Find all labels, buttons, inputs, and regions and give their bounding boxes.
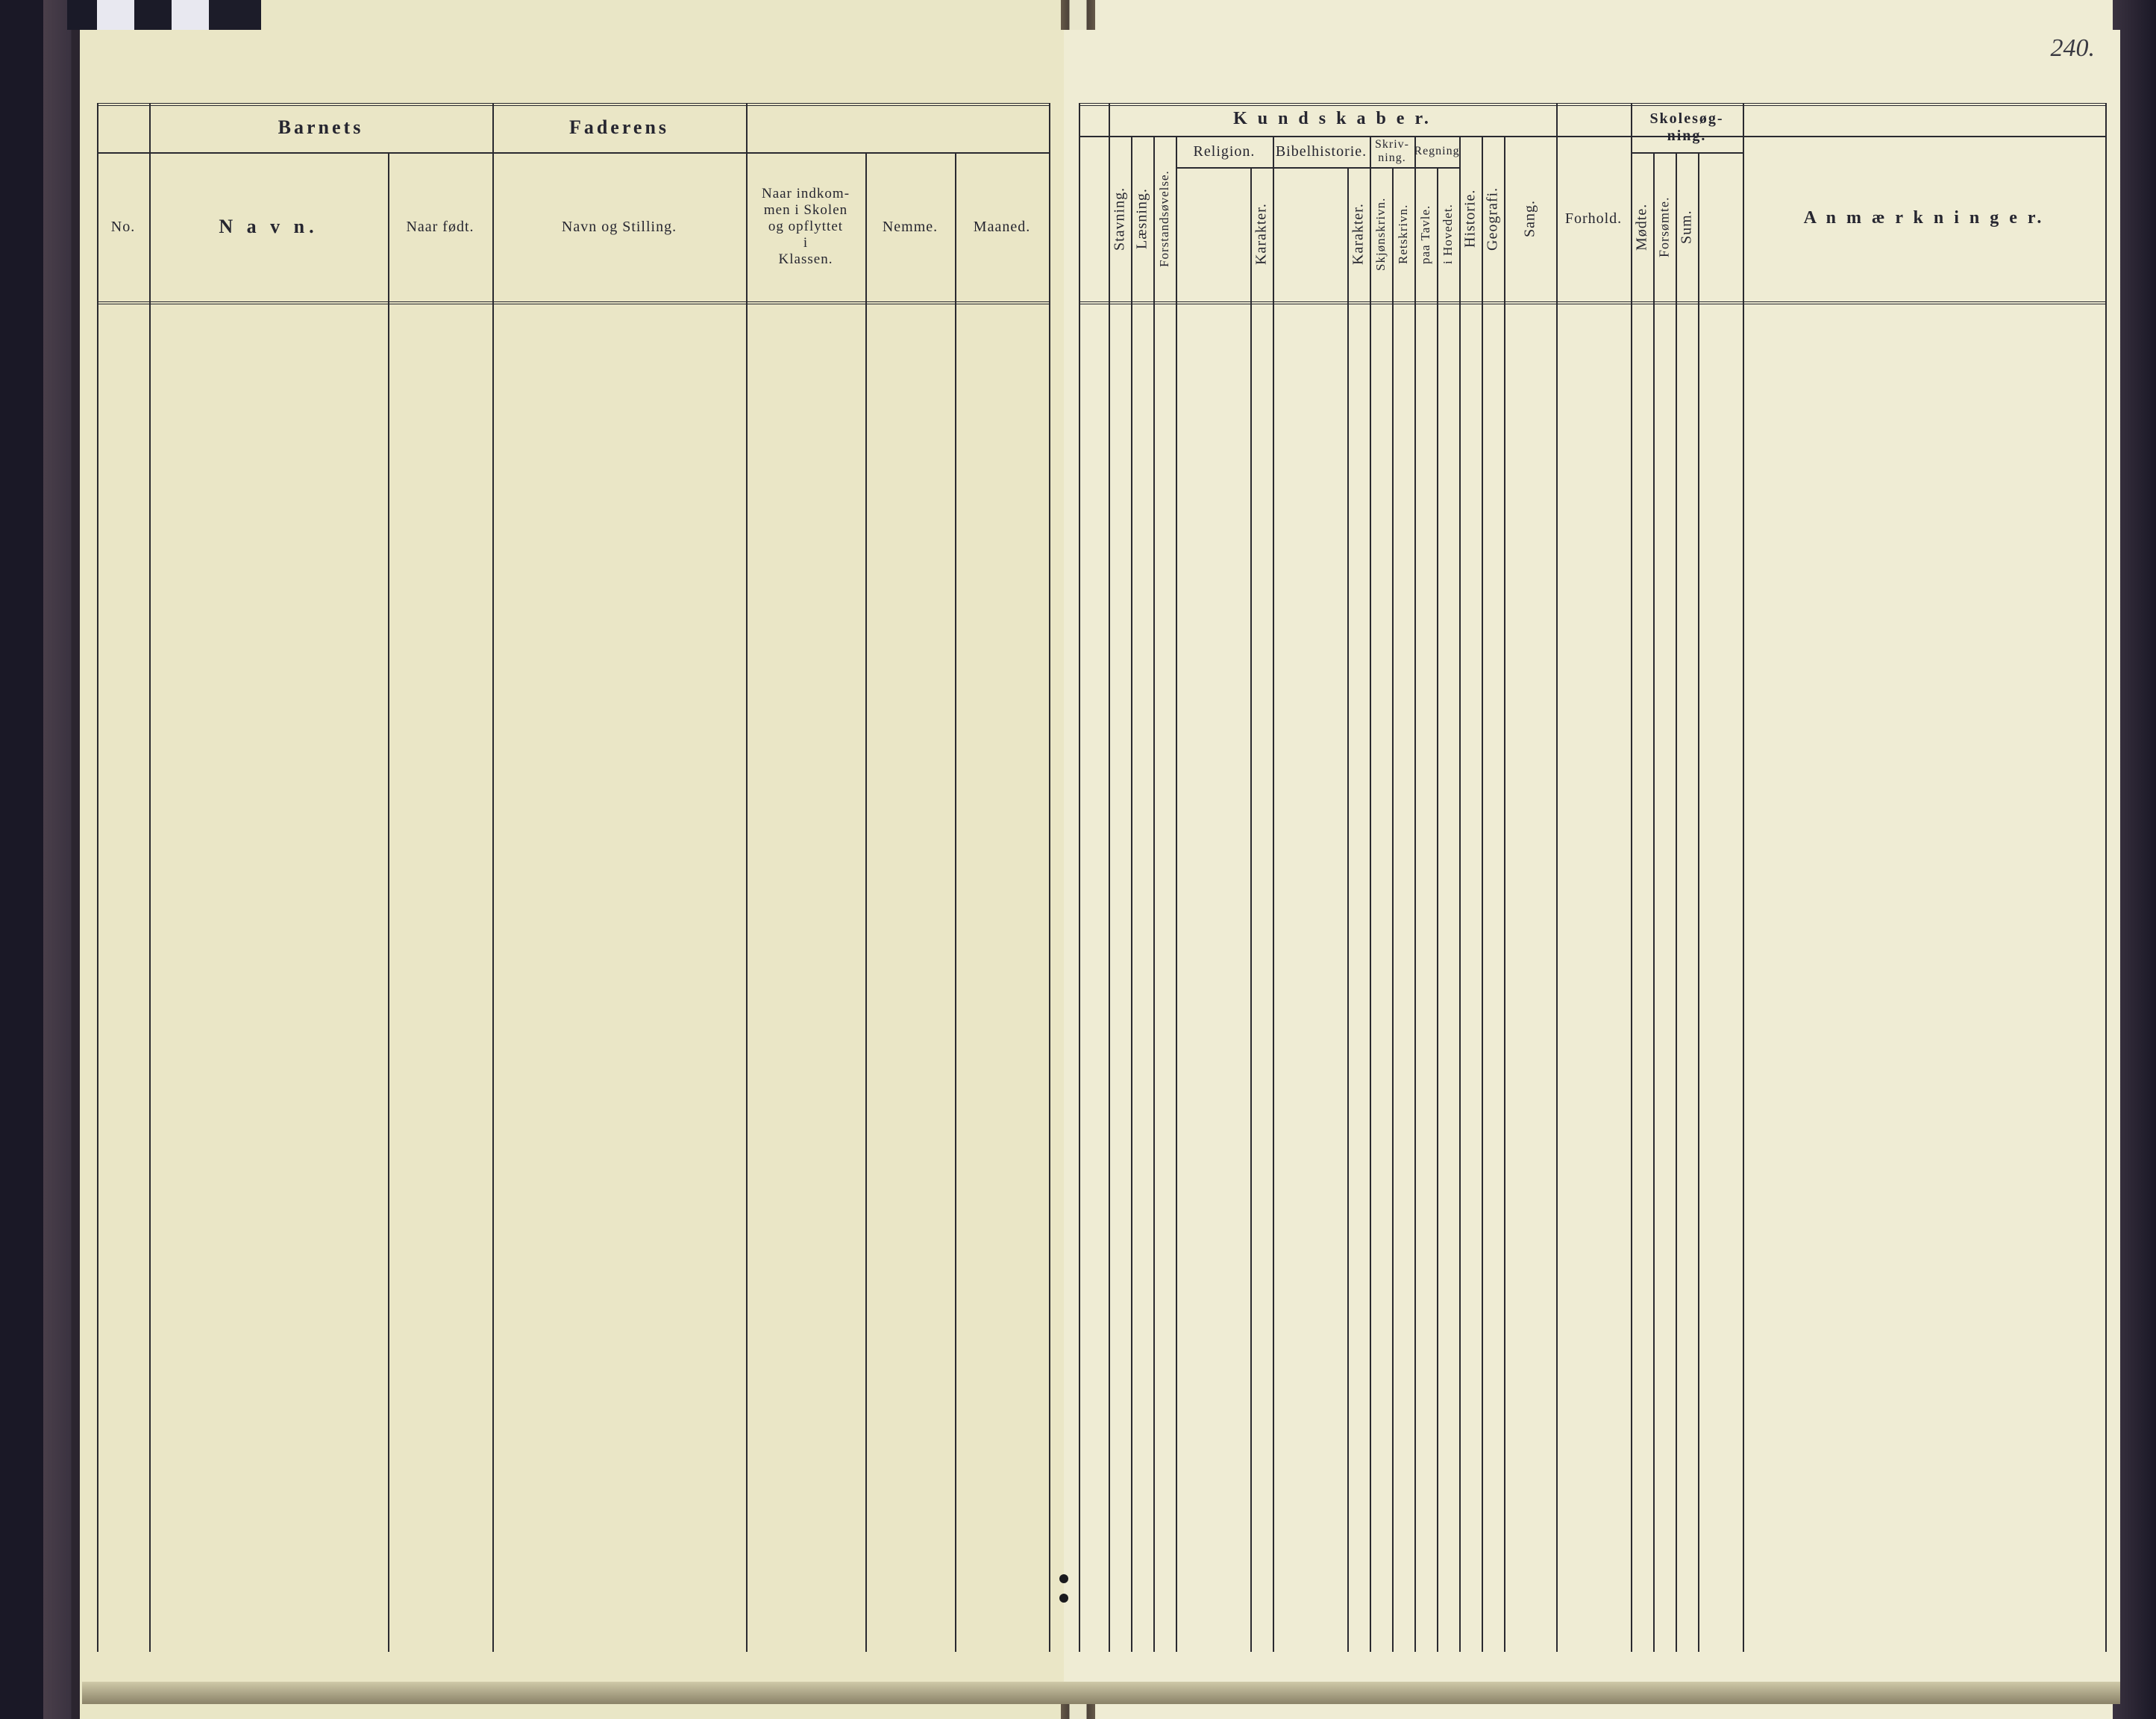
vline [1631, 103, 1632, 1652]
vline [955, 152, 956, 1652]
page-right: 240. K u n d s k a b e r. Skolesøg- ning… [1064, 30, 2120, 1682]
vline [1414, 136, 1416, 1652]
vline [746, 103, 748, 1652]
vline [1743, 103, 1744, 1652]
col-rules-left [97, 103, 1049, 1652]
vline [1653, 152, 1655, 1652]
vline [1392, 167, 1394, 1652]
vline [1347, 167, 1349, 1652]
vline [1250, 167, 1252, 1652]
stitch-dot [1059, 1594, 1068, 1603]
vline [492, 103, 494, 1652]
vline [1437, 167, 1438, 1652]
vline [2105, 103, 2107, 1652]
vline [1482, 136, 1483, 1652]
vline [1109, 103, 1110, 1652]
ledger-spread: Klasse Kvartal 18 Barnets Faderens No. N… [82, 30, 2120, 1682]
vline [1131, 136, 1132, 1652]
vline [1504, 136, 1505, 1652]
vline [388, 152, 389, 1652]
vline [1556, 103, 1558, 1652]
folio-number: 240. [2051, 34, 2096, 63]
vline [865, 152, 867, 1652]
vline [1273, 136, 1274, 1652]
vline [1370, 136, 1371, 1652]
vline [1698, 152, 1699, 1652]
vline [97, 103, 98, 1652]
vline [1153, 136, 1155, 1652]
page-left: Barnets Faderens No. N a v n. Naar født.… [82, 30, 1064, 1682]
vline [149, 152, 151, 1652]
vline [1079, 103, 1080, 1652]
vline [1676, 152, 1677, 1652]
vline [149, 103, 151, 301]
col-rules-right [1079, 103, 2105, 1652]
vline [1459, 136, 1461, 1652]
vline [1176, 136, 1177, 1652]
color-clip [67, 0, 261, 30]
stitch-dot [1059, 1574, 1068, 1583]
vline [1049, 103, 1050, 1652]
